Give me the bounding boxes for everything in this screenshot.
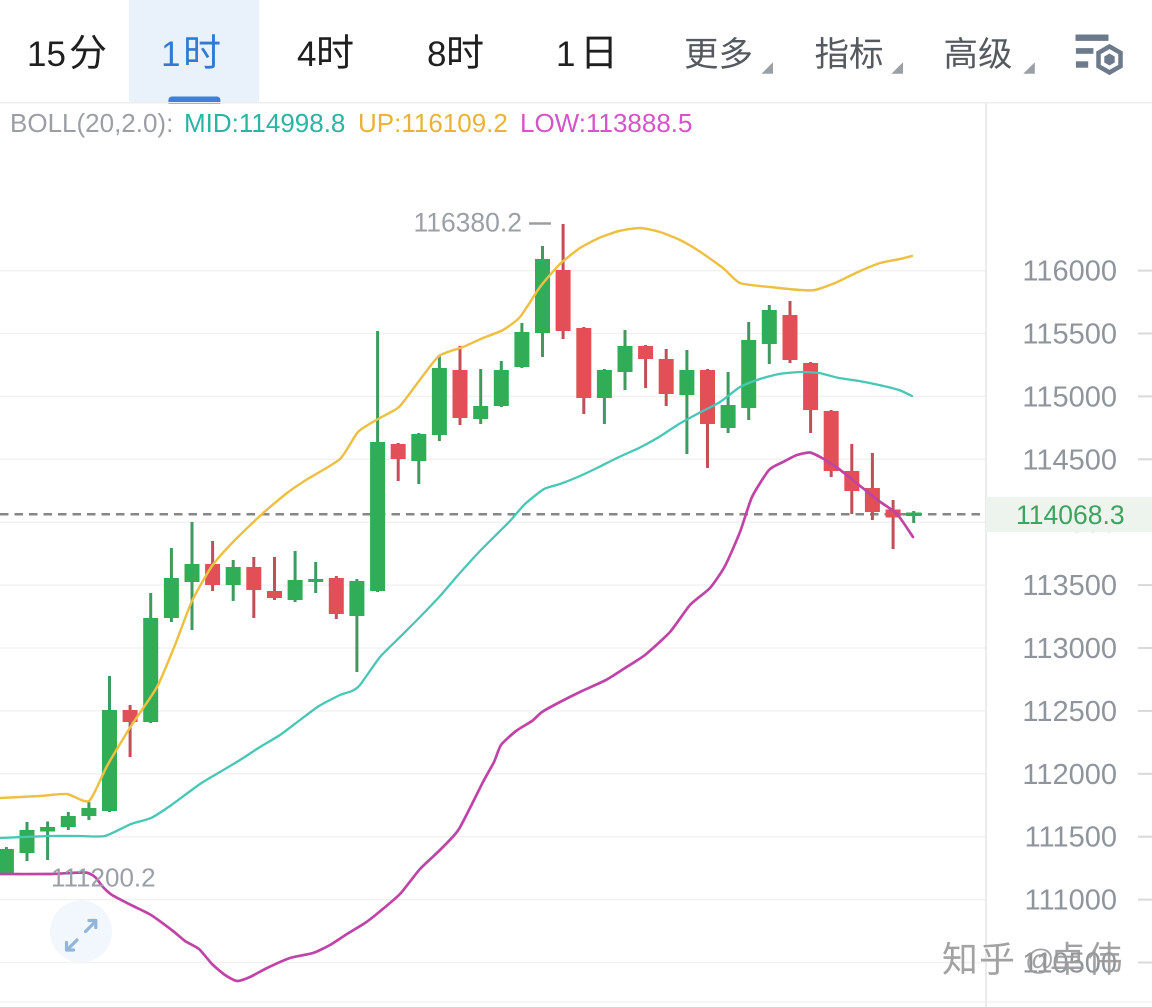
svg-text:8: 8 [427,35,446,74]
svg-text:15: 15 [27,35,66,74]
svg-text:113000: 113000 [1022,633,1117,665]
svg-text:114068.3: 114068.3 [1016,500,1125,530]
svg-text:@: @ [1025,945,1054,977]
svg-text:116380.2: 116380.2 [413,208,522,238]
svg-text:111000: 111000 [1025,885,1117,917]
svg-text:115000: 115000 [1022,381,1117,413]
svg-text:116000: 116000 [1022,256,1117,288]
svg-text:1: 1 [556,35,575,74]
svg-text:UP:116109.2: UP:116109.2 [358,108,508,138]
svg-text:112500: 112500 [1022,696,1117,728]
svg-text:115500: 115500 [1022,319,1117,351]
svg-text:111500: 111500 [1025,822,1117,854]
svg-text:114500: 114500 [1022,444,1117,476]
svg-text:1: 1 [161,35,180,74]
svg-text:BOLL(20,2.0):: BOLL(20,2.0): [10,108,173,138]
svg-text:111200.2: 111200.2 [51,863,156,893]
svg-text:4: 4 [297,35,316,74]
svg-text:LOW:113888.5: LOW:113888.5 [520,108,693,138]
svg-text:MID:114998.8: MID:114998.8 [184,108,345,138]
svg-text:113500: 113500 [1022,570,1117,602]
svg-text:112000: 112000 [1022,759,1117,791]
